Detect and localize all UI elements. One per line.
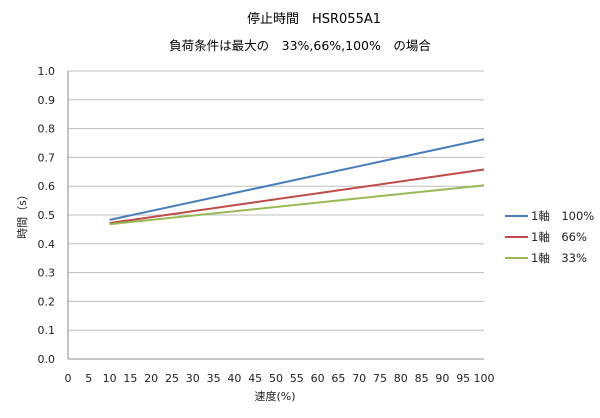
x-tick-label: 85 — [415, 372, 429, 385]
x-tick-label: 100 — [474, 372, 495, 385]
x-tick-label: 35 — [207, 372, 221, 385]
y-axis-label: 時間（s） — [16, 189, 29, 239]
y-tick-label: 1.0 — [38, 65, 56, 78]
x-tick-label: 30 — [186, 372, 200, 385]
x-tick-label: 90 — [435, 372, 449, 385]
chart-subtitle: 負荷条件は最大の 33%,66%,100% の場合 — [169, 38, 431, 53]
chart-title: 停止時間 HSR055A1 — [247, 11, 381, 27]
x-tick-labels: 0 5 10 15 20 25 30 35 40 45 50 55 60 65 70 75 80 85 90 95 10… — [65, 372, 495, 385]
legend-label: 1軸 66% — [531, 230, 587, 244]
x-tick-label: 20 — [144, 372, 158, 385]
series-line — [109, 138, 485, 221]
x-axis-label: 速度(%) — [254, 389, 295, 403]
y-tick-label: 0.3 — [38, 267, 56, 280]
x-tick-label: 45 — [248, 372, 262, 385]
y-tick-label: 0.5 — [38, 209, 56, 222]
series-line — [109, 168, 485, 225]
y-tick-label: 0.4 — [38, 238, 56, 251]
legend: 1軸 100% 1軸 66% 1軸 33% — [505, 209, 594, 265]
x-tick-label: 5 — [85, 372, 92, 385]
x-tick-label: 65 — [331, 372, 345, 385]
x-tick-label: 55 — [290, 372, 304, 385]
y-tick-label: 0.2 — [38, 295, 56, 308]
x-tick-label: 25 — [165, 372, 179, 385]
x-tick-label: 95 — [456, 372, 470, 385]
series-lines — [109, 138, 485, 226]
x-tick-label: 0 — [65, 372, 72, 385]
x-tick-label: 80 — [394, 372, 408, 385]
x-tick-label: 60 — [311, 372, 325, 385]
x-tick-label: 40 — [227, 372, 241, 385]
y-tick-label: 0.6 — [38, 180, 56, 193]
x-tick-label: 75 — [373, 372, 387, 385]
x-tick-label: 10 — [103, 372, 117, 385]
x-tick-label: 15 — [123, 372, 137, 385]
y-tick-label: 0.8 — [38, 123, 56, 136]
x-tick-label: 70 — [352, 372, 366, 385]
y-tick-label: 0.7 — [38, 151, 56, 164]
gridlines — [68, 70, 484, 331]
axes — [67, 71, 484, 360]
y-tick-label: 0.0 — [38, 353, 56, 366]
series-line — [109, 184, 485, 226]
y-tick-label: 0.9 — [38, 94, 56, 107]
x-tick-label: 50 — [269, 372, 283, 385]
y-tick-labels: 0.0 0.1 0.2 0.3 0.4 0.5 0.6 0.7 0.8 0.9 1.0 — [38, 65, 56, 366]
legend-label: 1軸 100% — [531, 209, 594, 223]
y-tick-label: 0.1 — [38, 324, 56, 337]
legend-label: 1軸 33% — [531, 251, 587, 265]
